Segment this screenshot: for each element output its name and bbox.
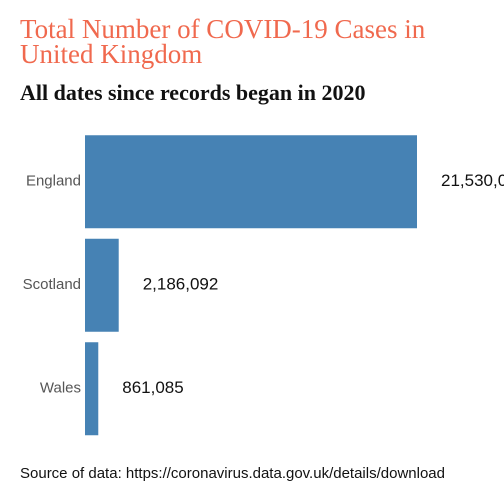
y-tick-label: Scotland <box>23 276 81 293</box>
value-label: 21,530,000 <box>441 171 504 190</box>
source-note: Source of data: https://coronavirus.data… <box>20 465 445 482</box>
chart-subtitle: All dates since records began in 2020 <box>20 80 365 105</box>
chart-title: United Kingdom <box>20 39 202 69</box>
bar <box>85 135 417 229</box>
bar <box>85 238 119 332</box>
value-label: 861,085 <box>122 378 183 397</box>
value-label: 2,186,092 <box>143 275 219 294</box>
bar <box>85 342 99 436</box>
chart-title: Total Number of COVID-19 Cases in <box>20 14 426 44</box>
y-tick-label: England <box>26 173 81 190</box>
y-tick-label: Wales <box>40 380 81 397</box>
